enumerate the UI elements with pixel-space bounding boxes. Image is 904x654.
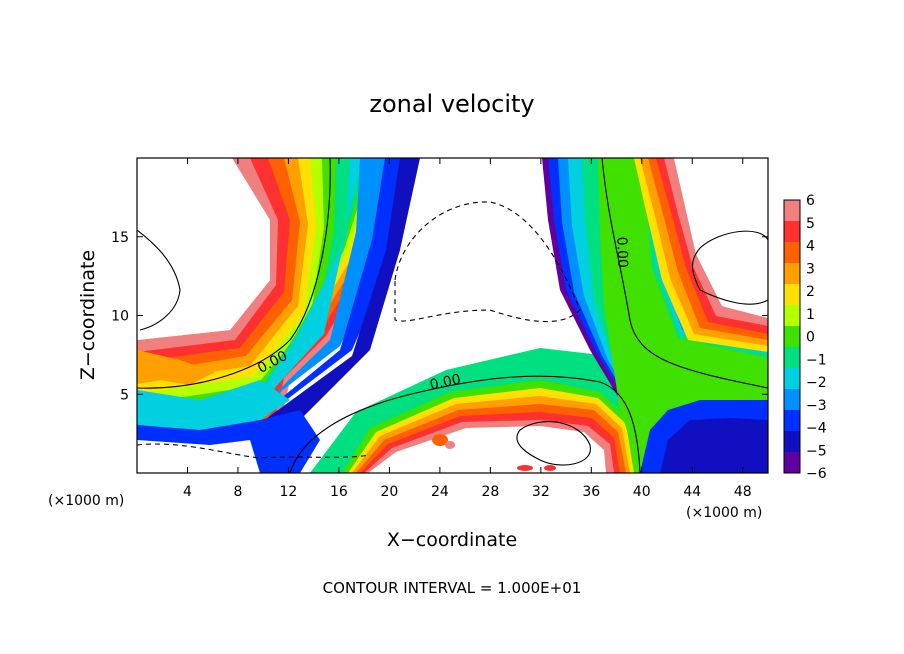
contour-right-loop — [691, 230, 768, 305]
colorbar-label: −5 — [806, 443, 827, 459]
jet-band — [310, 348, 680, 473]
plot-area: 0.000.000.00 — [137, 158, 768, 473]
x-tick-label: 24 — [431, 484, 449, 500]
colorbar-label: 3 — [806, 261, 815, 277]
colorbar-swatch — [784, 305, 800, 327]
colorbar-swatch — [784, 347, 800, 369]
colorbar-swatch — [784, 221, 800, 243]
colorbar-label: −4 — [806, 421, 827, 437]
contour-label: 0.00 — [613, 237, 630, 269]
x-tick-label: 28 — [481, 484, 499, 500]
colorbar-swatch — [784, 263, 800, 285]
zero-contour-left — [137, 158, 331, 389]
colorbar-swatch — [784, 200, 800, 222]
x-tick-label: 36 — [582, 484, 600, 500]
chart-title: zonal velocity — [369, 90, 534, 118]
y-axis: 5 10 15 — [111, 230, 768, 403]
colorbar-label: 6 — [806, 193, 815, 209]
x-tick-label: 12 — [280, 484, 298, 500]
colorbar-swatch — [784, 326, 800, 348]
colorbar-label: 1 — [806, 307, 815, 323]
y-tick-label: 10 — [111, 309, 129, 325]
colorbar-swatch — [784, 242, 800, 264]
x-tick-label: 44 — [683, 484, 701, 500]
colorbar-frame — [783, 199, 801, 474]
contour-lines — [137, 158, 768, 473]
x-tick-label: 40 — [633, 484, 651, 500]
x-tick-label: 20 — [380, 484, 398, 500]
colorbar-swatch — [784, 389, 800, 411]
positive-left-column — [137, 158, 420, 473]
x-axis-label: X−coordinate — [387, 529, 517, 551]
contour-bottom-loop — [516, 421, 591, 466]
zero-contour-right — [601, 158, 768, 389]
x-unit-label-left: (×1000 m) — [48, 493, 124, 509]
colorbar-label: 4 — [806, 239, 815, 255]
colorbar-swatch — [784, 368, 800, 390]
colorbar: 6 5 4 3 2 1 0 −1 −2 −3 −4 −5 −6 — [783, 193, 827, 482]
colorbar-label: −3 — [806, 398, 827, 414]
x-axis: 4 8 12 16 20 24 28 32 36 40 44 48 — [183, 158, 752, 500]
colorbar-swatch — [784, 410, 800, 432]
x-unit-label-right: (×1000 m) — [686, 505, 762, 521]
zero-contour-middle — [289, 375, 641, 473]
colorbar-swatch — [784, 431, 800, 453]
colorbar-swatch — [784, 284, 800, 306]
colorbar-label: 0 — [806, 330, 815, 346]
right-column — [542, 158, 768, 473]
colorbar-label: 5 — [806, 216, 815, 232]
x-tick-label: 48 — [734, 484, 752, 500]
contour-upper-left — [137, 229, 181, 331]
negative-contour-bottom — [137, 443, 371, 459]
contour-interval-note: CONTOUR INTERVAL = 1.000E+01 — [323, 579, 582, 597]
y-tick-label: 5 — [120, 387, 129, 403]
x-tick-label: 32 — [532, 484, 550, 500]
y-tick-label: 15 — [111, 230, 129, 246]
colorbar-label: −1 — [806, 352, 827, 368]
negative-contour-center — [394, 201, 581, 323]
colorbar-swatch — [784, 452, 800, 474]
x-tick-label: 16 — [330, 484, 348, 500]
colorbar-label: −6 — [806, 466, 827, 482]
colorbar-label: 2 — [806, 284, 815, 300]
x-tick-label: 8 — [233, 484, 242, 500]
colorbar-label: −2 — [806, 375, 827, 391]
y-axis-label: Z−coordinate — [77, 250, 99, 380]
contour-label: 0.00 — [428, 371, 462, 393]
x-tick-label: 4 — [183, 484, 192, 500]
